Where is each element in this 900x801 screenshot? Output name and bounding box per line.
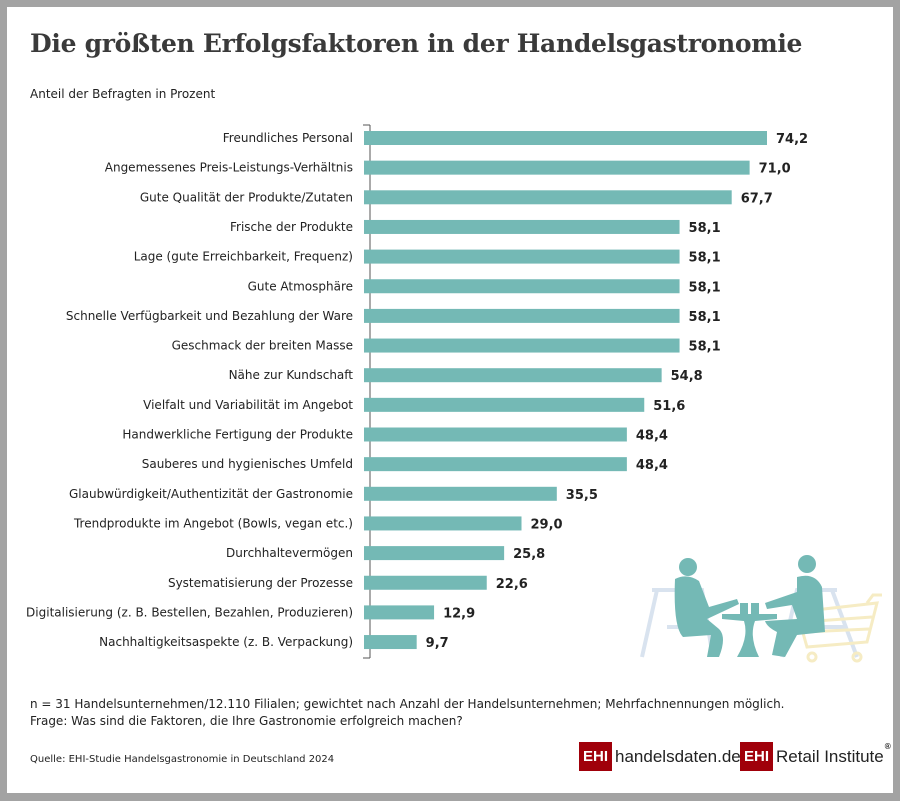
bar-chart: Freundliches Personal 74,2 Angemessenes Pr…	[26, 124, 882, 663]
retail-institute-text: Retail Institute	[776, 746, 884, 766]
ehi-logo-mark: EHI	[740, 742, 774, 771]
category-label: Gute Atmosphäre	[248, 279, 353, 293]
value-label: 25,8	[513, 547, 545, 562]
value-label: 48,4	[636, 458, 668, 473]
value-label: 58,1	[689, 221, 721, 236]
category-label: Glaubwürdigkeit/Authentizität der Gastro…	[69, 487, 353, 501]
value-label: 71,0	[759, 162, 791, 177]
value-label: 48,4	[636, 429, 668, 444]
bar	[364, 486, 557, 501]
category-label: Handwerkliche Fertigung der Produkte	[122, 428, 353, 442]
category-label: Nachhaltigkeitsaspekte (z. B. Verpackung…	[99, 635, 353, 649]
bar	[364, 338, 680, 353]
value-label: 51,6	[653, 399, 685, 414]
bar	[364, 249, 680, 264]
bar	[364, 397, 645, 412]
value-label: 9,7	[426, 636, 449, 651]
ehi-logo-mark: EHI	[579, 742, 613, 771]
value-label: 29,0	[531, 517, 563, 532]
value-label: 35,5	[566, 488, 598, 503]
question-note: Frage: Was sind die Faktoren, die Ihre G…	[30, 714, 463, 728]
bar	[364, 160, 750, 175]
value-label: 12,9	[443, 606, 475, 621]
value-label: 58,1	[689, 251, 721, 266]
chart-title: Die größten Erfolgsfaktoren in der Hande…	[30, 29, 803, 58]
category-label: Trendprodukte im Angebot (Bowls, vegan e…	[73, 516, 353, 530]
category-label: Sauberes und hygienisches Umfeld	[142, 457, 353, 471]
handelsdaten-logo[interactable]: EHI handelsdaten.de	[579, 742, 741, 771]
bar	[364, 427, 627, 442]
bar	[364, 546, 505, 561]
registered-mark: ®	[883, 742, 892, 751]
category-label: Vielfalt und Variabilität im Angebot	[143, 398, 353, 412]
category-label: Nähe zur Kundschaft	[229, 368, 354, 382]
category-label: Digitalisierung (z. B. Bestellen, Bezahl…	[26, 605, 353, 619]
category-label: Schnelle Verfügbarkeit und Bezahlung der…	[66, 309, 353, 323]
value-label: 22,6	[496, 577, 528, 592]
bar	[364, 575, 487, 590]
category-label: Frische der Produkte	[230, 220, 353, 234]
footnotes: n = 31 Handelsunternehmen/12.110 Filiale…	[30, 696, 785, 730]
bar	[364, 516, 522, 531]
source-note: Quelle: EHI-Studie Handelsgastronomie in…	[30, 754, 335, 765]
chart-card: Die größten Erfolgsfaktoren in der Hande…	[7, 7, 893, 793]
bar	[364, 190, 732, 205]
value-label: 58,1	[689, 340, 721, 355]
restaurant-illustration	[640, 555, 882, 663]
category-label: Durchhaltevermögen	[226, 546, 353, 560]
category-label: Angemessenes Preis-Leistungs-Verhältnis	[105, 161, 353, 175]
bar	[364, 279, 680, 294]
bar	[364, 368, 662, 383]
value-label: 67,7	[741, 191, 773, 206]
sample-note: n = 31 Handelsunternehmen/12.110 Filiale…	[30, 697, 785, 711]
category-label: Freundliches Personal	[223, 131, 353, 145]
bar	[364, 131, 767, 145]
category-label: Lage (gute Erreichbarkeit, Frequenz)	[134, 250, 353, 264]
value-label: 58,1	[689, 310, 721, 325]
value-label: 58,1	[689, 280, 721, 295]
handelsdaten-text: handelsdaten.de	[615, 746, 741, 766]
category-label: Geschmack der breiten Masse	[172, 339, 353, 353]
bar	[364, 308, 680, 323]
category-label: Systematisierung der Prozesse	[168, 576, 353, 590]
category-label: Gute Qualität der Produkte/Zutaten	[140, 190, 353, 204]
value-label: 54,8	[671, 369, 703, 384]
ehi-retail-institute-logo[interactable]: EHI Retail Institute ®	[740, 742, 892, 771]
bar	[364, 605, 435, 620]
value-label: 74,2	[776, 132, 808, 147]
chart-subtitle: Anteil der Befragten in Prozent	[30, 87, 216, 101]
bar	[364, 635, 417, 650]
bar	[364, 219, 680, 234]
bar	[364, 457, 627, 472]
